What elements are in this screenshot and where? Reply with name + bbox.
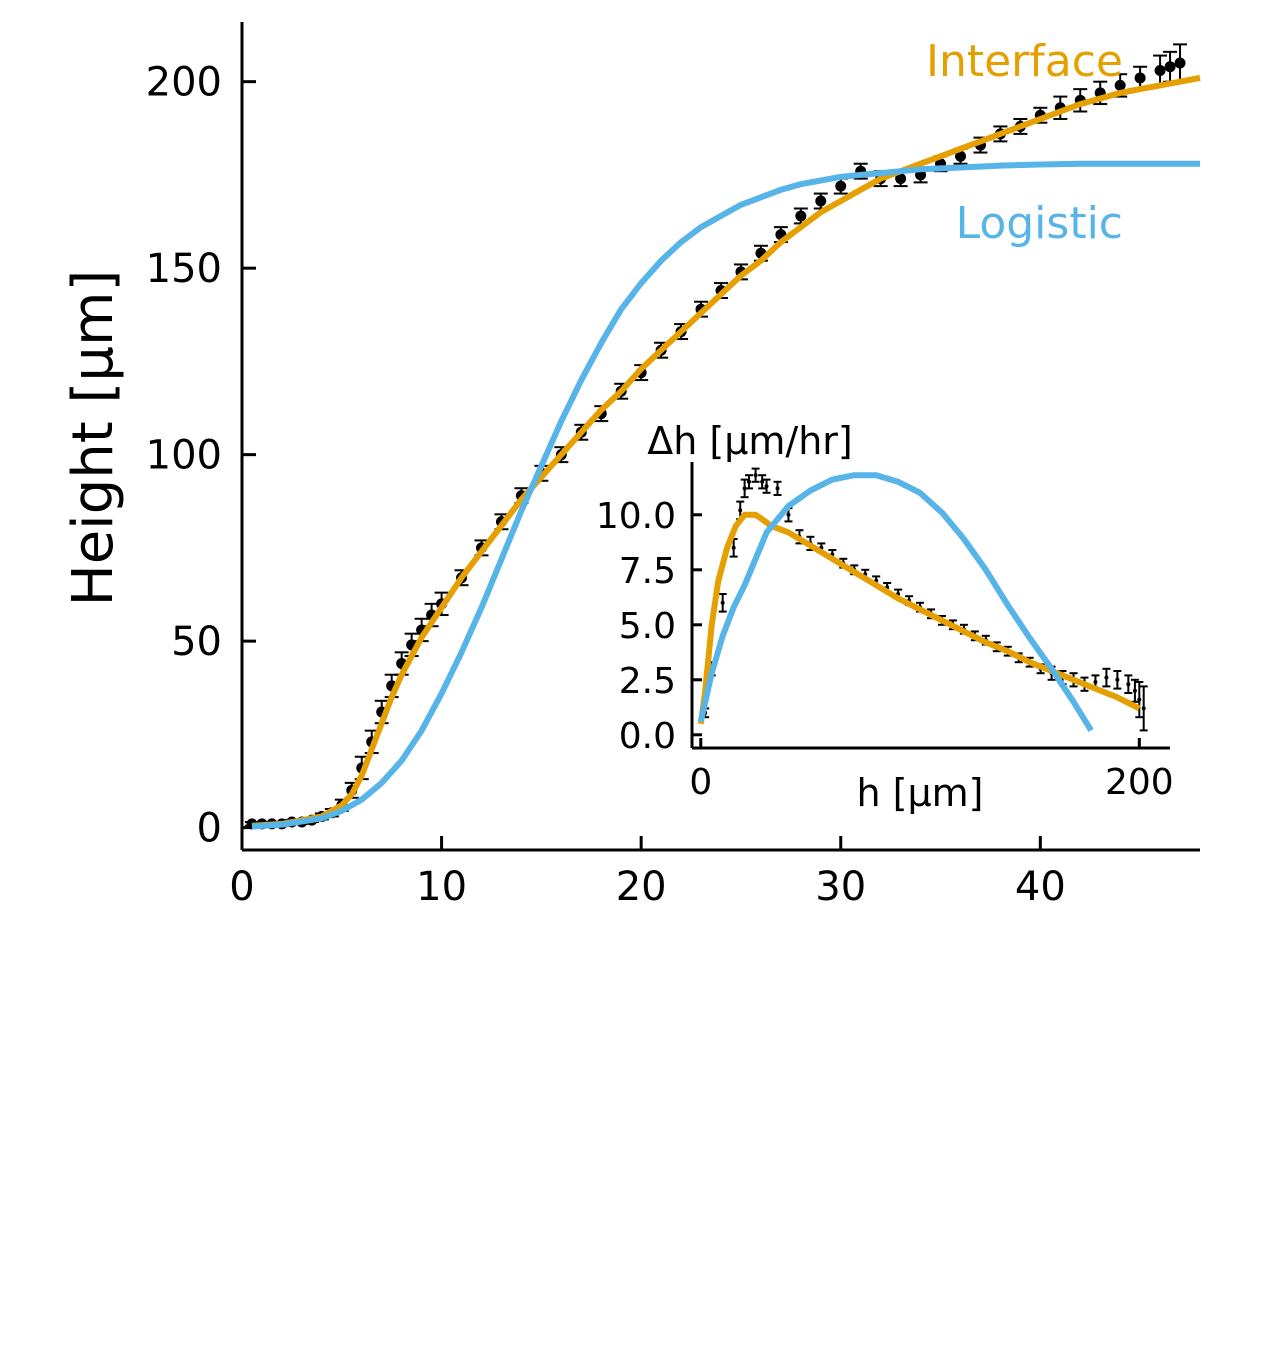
main-data-point [835, 180, 847, 192]
inset-data-point [1132, 688, 1137, 693]
inset-logistic-curve [697, 472, 1094, 732]
inset-data-point [760, 479, 765, 484]
main-x-tick-label: 40 [1015, 864, 1066, 910]
inset-data-point [1126, 682, 1131, 687]
inset-y-tick-label: 5.0 [619, 606, 676, 647]
main-data-point [895, 173, 907, 185]
main-x-tick-label: 10 [416, 864, 467, 910]
main-data-point [1154, 64, 1166, 76]
inset-y-tick-label: 7.5 [619, 551, 676, 592]
inset-y-tick-label: 2.5 [619, 661, 676, 702]
main-data-point [815, 195, 827, 207]
inset-y-tick-label: 0.0 [619, 716, 676, 757]
main-y-tick-label: 100 [146, 433, 222, 479]
main-data-point [1114, 79, 1126, 91]
inset-data-point [1141, 706, 1146, 711]
main-y-tick-label: 0 [197, 806, 222, 852]
inset-plot: 0 200 0.0 2.5 5.0 7.5 10.0 Δh [μm/hr] h [μm] [596, 419, 1174, 815]
inset-data-point [1137, 697, 1142, 702]
inset-data-point [753, 473, 758, 478]
inset-data-point [747, 479, 752, 484]
interface-annotation: Interface [926, 36, 1123, 87]
inset-data-point [775, 486, 780, 491]
main-data-point [795, 210, 807, 222]
inset-data-point [738, 508, 743, 513]
main-data-point [1174, 57, 1186, 69]
inset-interface-curve [697, 511, 1141, 725]
inset-data-point [1115, 677, 1120, 682]
main-plot: 0 10 20 30 40 0 50 100 150 200 Height [μm] Interfac… [61, 22, 1201, 910]
inset-x-axis-label: h [μm] [856, 771, 983, 815]
main-interface-curve [251, 74, 1201, 829]
main-x-tick-label: 0 [229, 864, 254, 910]
logistic-annotation: Logistic [956, 198, 1123, 249]
inset-data-point [786, 512, 791, 517]
main-y-tick-label: 200 [146, 60, 222, 106]
inset-y-axis-label: Δh [μm/hr] [647, 419, 853, 463]
main-y-tick-label: 150 [146, 246, 222, 292]
inset-y-tick-label: 10.0 [596, 496, 676, 537]
inset-data-point [1093, 680, 1098, 684]
main-y-tick-label: 50 [171, 619, 222, 665]
inset-data-point [731, 545, 736, 550]
inset-data-point [720, 600, 725, 605]
main-data-point [1134, 72, 1146, 84]
inset-data-point [764, 484, 769, 489]
inset-data-point [1104, 675, 1109, 680]
main-x-tick-label: 30 [815, 864, 866, 910]
main-x-tick-label: 20 [616, 864, 667, 910]
main-data-point [955, 150, 966, 162]
main-y-axis-label: Height [μm] [61, 270, 126, 607]
main-data-point [1164, 61, 1176, 73]
inset-x-tick-label: 200 [1105, 762, 1174, 803]
inset-x-tick-label: 0 [689, 762, 712, 803]
main-logistic-curve [251, 160, 1200, 830]
